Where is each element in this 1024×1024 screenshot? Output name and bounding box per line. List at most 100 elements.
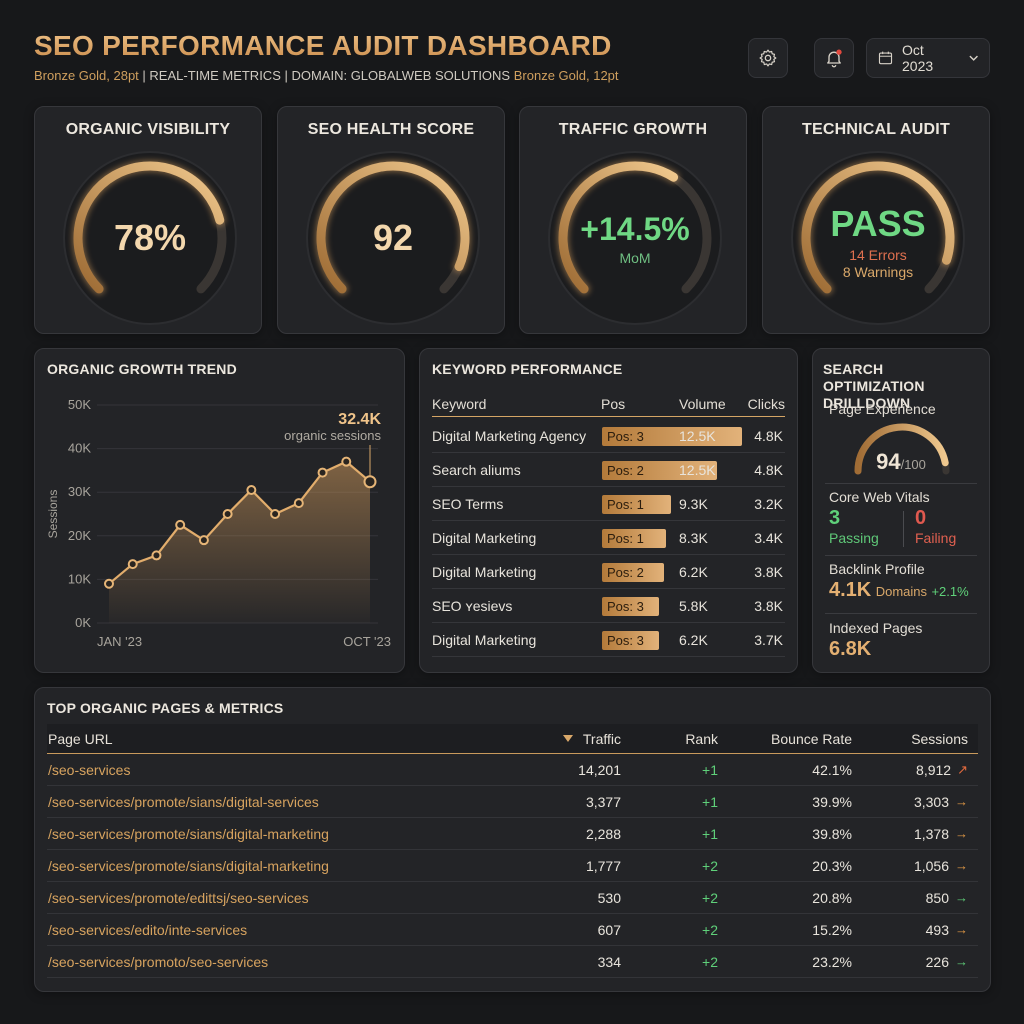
keyword-volume: 6.2K [679, 563, 708, 580]
trend-arrow-icon: → [955, 826, 968, 841]
table-row[interactable]: /seo-services/promote/sians/digital-mark… [47, 850, 978, 882]
position-label: Pos: 1 [607, 497, 644, 512]
page-url-link[interactable]: /seo-services [48, 761, 131, 778]
cwv-passing-value: 3 [829, 507, 841, 529]
position-bar: Pos: 3 [602, 597, 659, 616]
sessions-cell: 850 → [926, 882, 968, 913]
gauge-fill [558, 161, 679, 294]
sessions-cell: 493 → [926, 914, 968, 945]
cwv-failing-value: 0 [915, 507, 927, 529]
backlink-readout: 4.1K Domains +2.1% [829, 579, 969, 602]
chevron-down-icon [969, 55, 978, 61]
keyword-row[interactable]: Digital Marketing Pos: 3 6.2K 3.7K [432, 623, 785, 657]
notifications-button[interactable] [814, 38, 854, 78]
rank-change: +1 [702, 825, 718, 842]
keyword-row[interactable]: SEO ʏesievs Pos: 3 5.8K 3.8K [432, 589, 785, 623]
keyword-volume: 6.2K [679, 631, 708, 648]
sessions-value: 226 [925, 953, 949, 970]
table-row[interactable]: /seo-services/edito/inte-services 607 +2 15… [47, 914, 978, 946]
col-sessions[interactable]: Sessions [911, 730, 968, 747]
callout-value: 32.4K [338, 411, 381, 428]
table-row[interactable]: /seo-services/promote/sians/digital-mark… [47, 818, 978, 850]
bounce-rate: 15.2% [812, 921, 852, 938]
keyword-clicks: 3.8K [754, 563, 783, 580]
backlink-unit: Domains [875, 584, 927, 599]
gear-icon [759, 49, 777, 67]
traffic-gauge: +14.5% MoM [546, 149, 724, 327]
keyword-text: Digital Marketing [432, 631, 537, 648]
page-url-link[interactable]: /seo-services/edito/inte-services [48, 921, 248, 938]
table-row[interactable]: /seo-services/promote/edittsj/seo-servic… [47, 882, 978, 914]
data-point [198, 535, 209, 546]
gauge-bezel [63, 151, 237, 325]
kpi-value: +14.5% [580, 210, 690, 247]
page-url-link[interactable]: /seo-services/promote/sians/digital-mark… [48, 825, 329, 842]
table-row[interactable]: /seo-services/promote/sians/digital-serv… [47, 786, 978, 818]
page-subtitle: Bronze Gold, 28pt | REAL-TIME METRICS | … [34, 68, 990, 83]
keyword-clicks: 4.8K [754, 461, 783, 478]
visibility-gauge: 78% [61, 149, 239, 327]
traffic-value: 607 [597, 921, 621, 938]
keyword-clicks: 3.4K [754, 529, 783, 546]
col-volume[interactable]: Volume [679, 395, 726, 412]
kpi-card-visibility: ORGANIC VISIBILITY 78% [34, 106, 262, 334]
backlink-label: Backlink Profile [829, 561, 925, 577]
position-label: Pos: 3 [607, 599, 644, 614]
page-url-link[interactable]: /seo-services/promote/edittsj/seo-servic… [48, 889, 309, 906]
keyword-row[interactable]: SEO Terms Pos: 1 9.3K 3.2K [432, 487, 785, 521]
kpi-value: 92 [372, 217, 414, 258]
page-experience-value: 94 [876, 449, 901, 474]
gauge-fill [801, 161, 955, 294]
kpi-title: TRAFFIC GROWTH [558, 121, 708, 138]
bounce-rate: 42.1% [812, 761, 852, 778]
date-picker[interactable]: Oct 2023 [866, 38, 990, 78]
keyword-volume: 12.5K [679, 461, 716, 478]
col-bounce[interactable]: Bounce Rate [771, 730, 852, 747]
traffic-value: 2,288 [585, 825, 621, 842]
keyword-row[interactable]: Digital Marketing Pos: 1 8.3K 3.4K [432, 521, 785, 555]
page-title: SEO PERFORMANCE AUDIT DASHBOARD [34, 30, 990, 62]
sessions-value: 3,303 [913, 793, 949, 810]
settings-button[interactable] [748, 38, 788, 78]
sort-down-icon[interactable] [563, 724, 573, 753]
notification-dot [836, 49, 842, 55]
cwv-passing: 3 Passing [829, 507, 879, 546]
col-clicks[interactable]: Clicks [747, 395, 785, 412]
drilldown-title-line1: SEARCH OPTIMIZATION [823, 361, 925, 394]
table-row[interactable]: /seo-services 14,201 +1 42.1% 8,912 ↗ [47, 754, 978, 786]
keyword-clicks: 3.7K [754, 631, 783, 648]
keyword-row[interactable]: Digital Marketing Pos: 2 6.2K 3.8K [432, 555, 785, 589]
col-keyword[interactable]: Keyword [432, 395, 487, 412]
bounce-rate: 20.3% [812, 857, 852, 874]
divider [825, 555, 977, 556]
header: SEO PERFORMANCE AUDIT DASHBOARD Bronze G… [34, 30, 990, 90]
col-pos[interactable]: Pos [601, 395, 626, 412]
bounce-rate: 39.9% [812, 793, 852, 810]
cwv-label: Core Web Vitals [829, 489, 930, 505]
keyword-row[interactable]: Digital Marketing Agency Pos: 3 12.5K 4.8K [432, 419, 785, 453]
keyword-volume: 12.5K [679, 427, 716, 444]
page-url-link[interactable]: /seo-services/promote/sians/digital-mark… [48, 857, 329, 874]
bounce-rate: 23.2% [812, 953, 852, 970]
keyword-volume: 9.3K [679, 495, 708, 512]
trend-arrow-icon: → [955, 922, 968, 937]
keyword-row[interactable]: Search aliums Pos: 2 12.5K 4.8K [432, 453, 785, 487]
gauge-bezel [548, 151, 722, 325]
cwv-failing: 0 Failing [915, 507, 956, 546]
cwv-divider [903, 511, 904, 547]
gauge-fill [73, 161, 225, 294]
position-label: Pos: 3 [607, 633, 644, 648]
date-label: Oct 2023 [902, 42, 934, 74]
warnings-count: 8 Warnings [842, 263, 914, 280]
kpi-value: PASS [830, 202, 926, 244]
gauge-fill [316, 161, 470, 294]
bell-icon [827, 49, 842, 68]
col-url[interactable]: Page URL [48, 730, 113, 747]
col-traffic[interactable]: Traffic [582, 730, 621, 747]
table-row[interactable]: /seo-services/promoto/seo-services 334 +2 2… [47, 946, 978, 978]
position-bar: Pos: 2 [602, 563, 664, 582]
subtitle-note-1: Bronze Gold, 28pt [34, 68, 139, 83]
page-url-link[interactable]: /seo-services/promoto/seo-services [48, 953, 269, 970]
page-url-link[interactable]: /seo-services/promote/sians/digital-serv… [48, 793, 319, 810]
col-rank[interactable]: Rank [685, 730, 718, 747]
